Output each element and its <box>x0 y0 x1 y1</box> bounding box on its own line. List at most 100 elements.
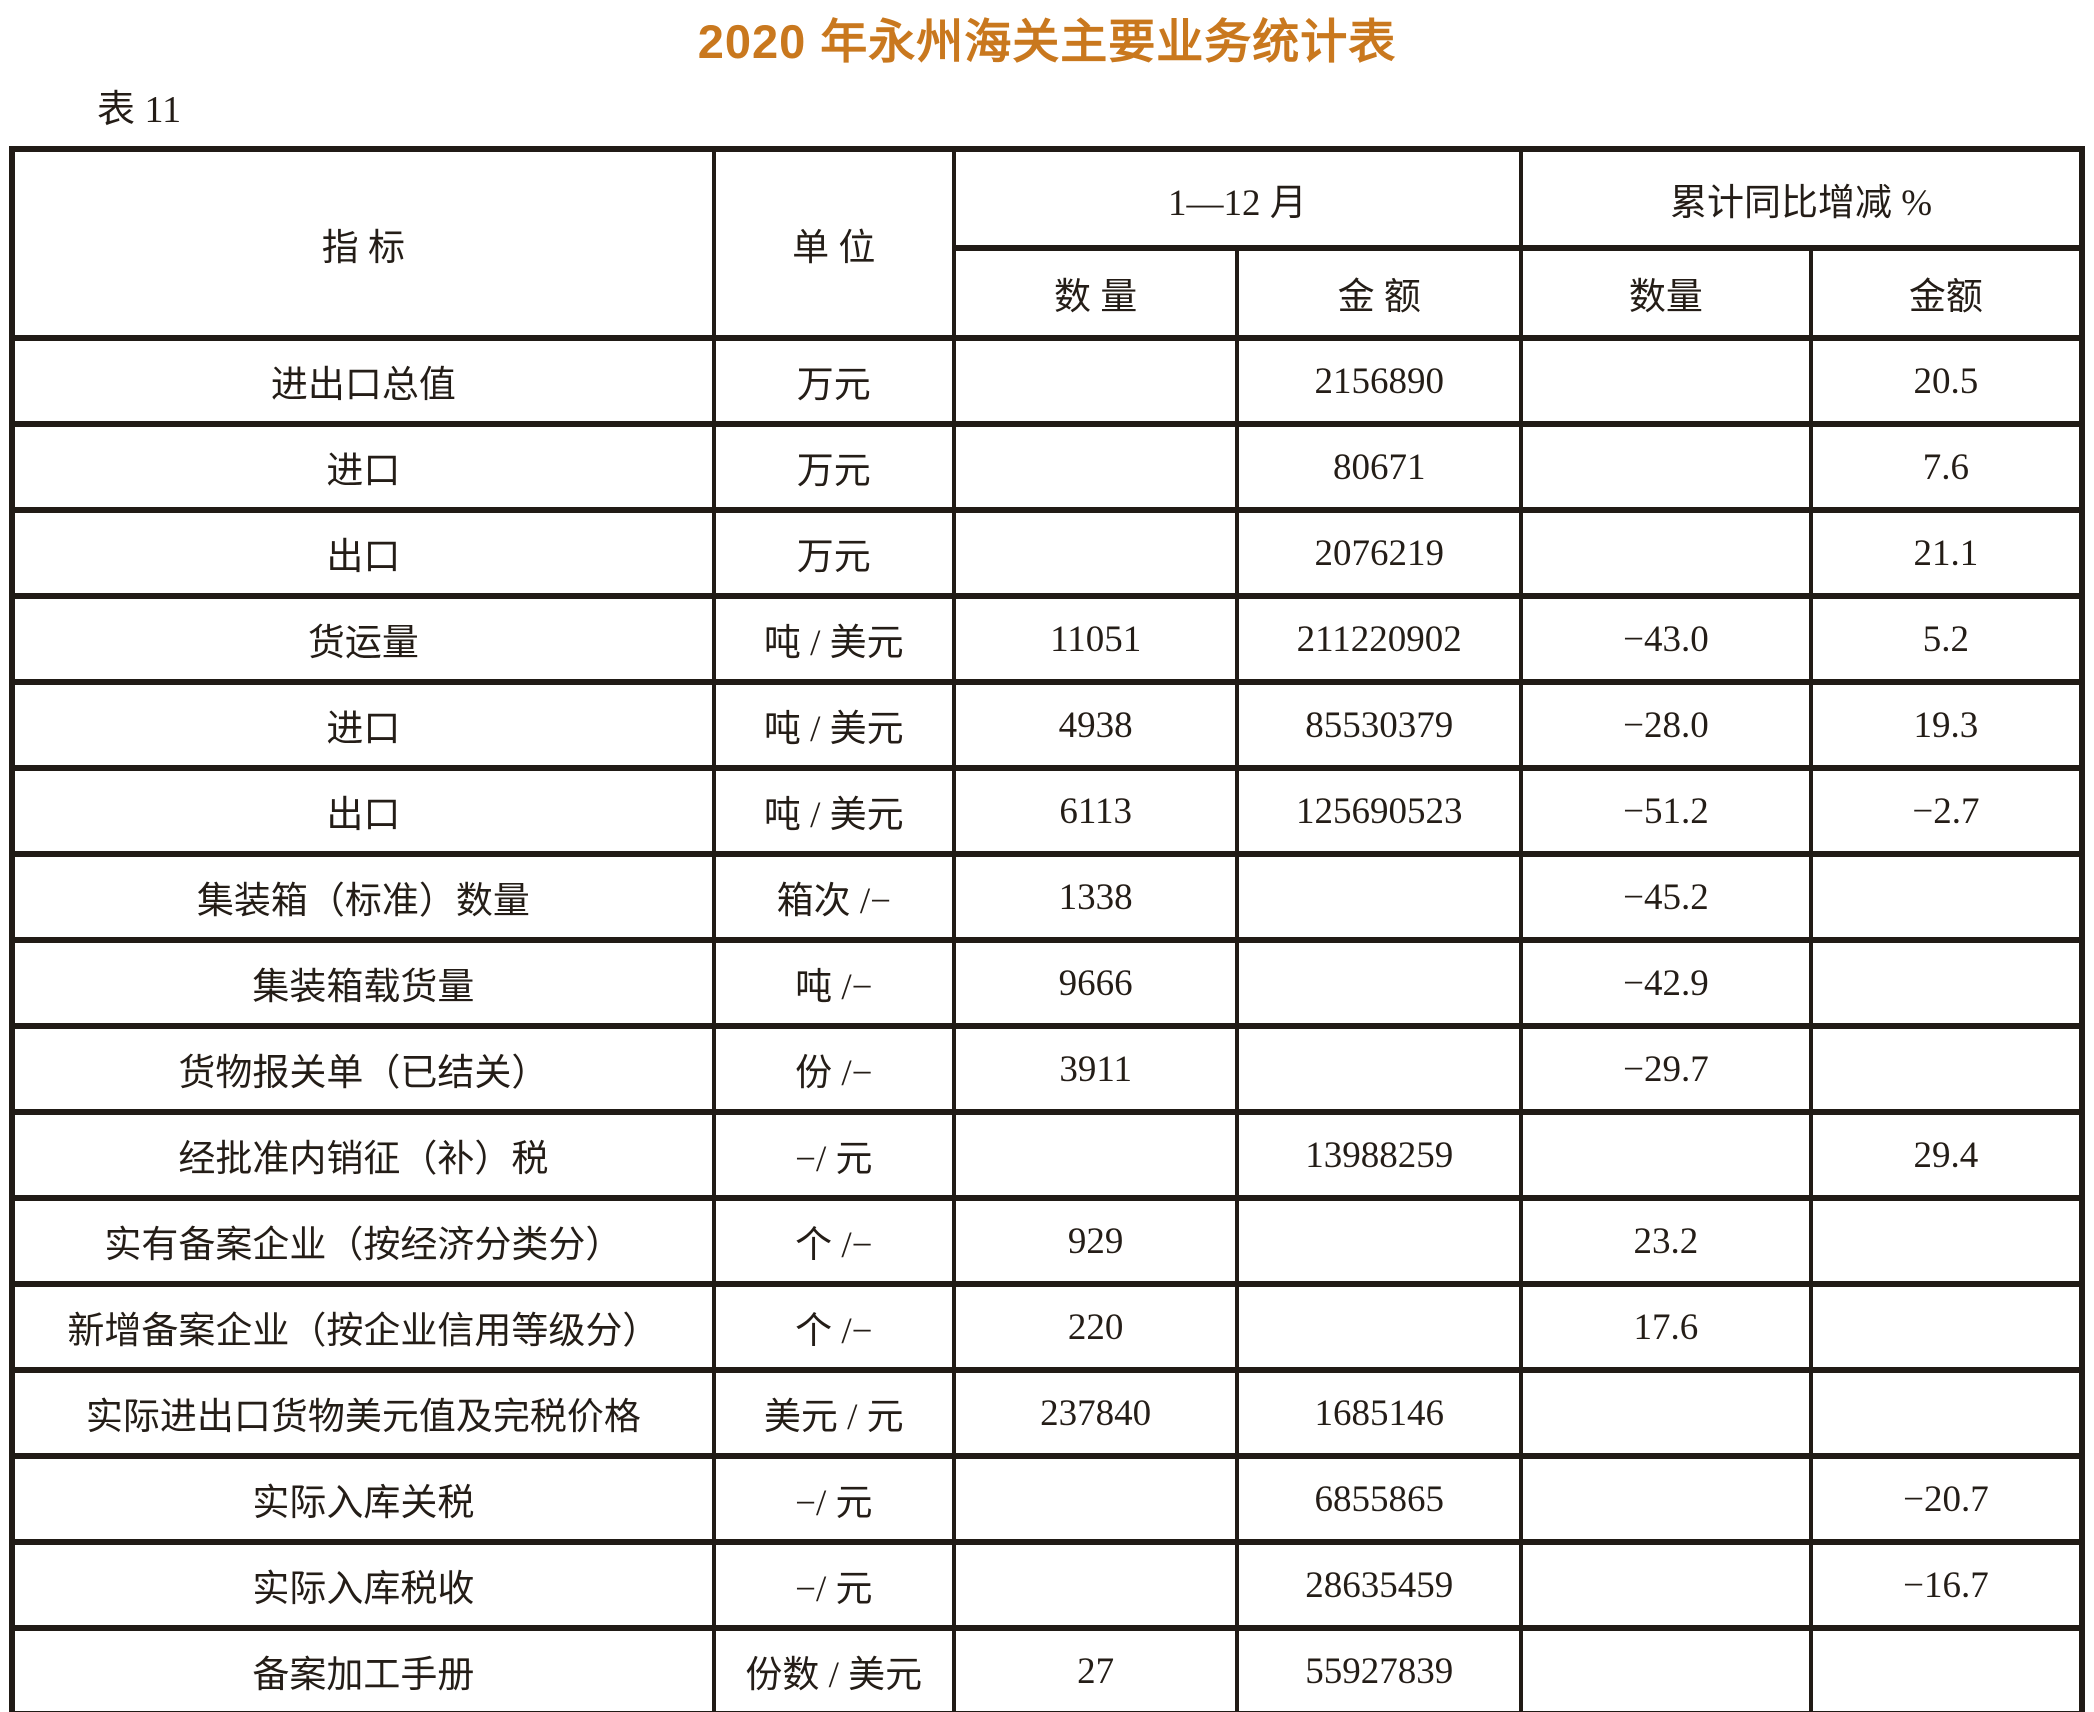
cell-unit: 美元 / 元 <box>711 1367 956 1459</box>
cell-quantity: 237840 <box>951 1367 1240 1459</box>
col-header-amount-period: 金 额 <box>1235 245 1523 341</box>
col-header-quantity-yoy: 数量 <box>1519 245 1813 341</box>
cell-yoy-quantity <box>1519 1625 1813 1712</box>
cell-quantity: 6113 <box>951 765 1240 857</box>
table-row: 货运量 吨 / 美元 11051 211220902 −43.0 5.2 <box>10 593 2085 685</box>
cell-yoy-amount <box>1808 937 2085 1029</box>
cell-amount: 125690523 <box>1235 765 1523 857</box>
cell-unit: 份 /− <box>711 1023 956 1115</box>
cell-yoy-quantity: 23.2 <box>1519 1195 1813 1287</box>
cell-indicator: 备案加工手册 <box>10 1625 716 1712</box>
cell-amount: 6855865 <box>1235 1453 1523 1545</box>
cell-unit: −/ 元 <box>711 1453 956 1545</box>
cell-amount: 55927839 <box>1235 1625 1523 1712</box>
table-row: 出口 吨 / 美元 6113 125690523 −51.2 −2.7 <box>10 765 2085 857</box>
cell-amount <box>1235 937 1523 1029</box>
cell-yoy-quantity <box>1519 507 1813 599</box>
cell-amount: 28635459 <box>1235 1539 1523 1631</box>
table-row: 集装箱载货量 吨 /− 9666 −42.9 <box>10 937 2085 1029</box>
cell-unit: 箱次 /− <box>711 851 956 943</box>
cell-quantity <box>951 507 1240 599</box>
cell-unit: −/ 元 <box>711 1109 956 1201</box>
cell-yoy-amount: −16.7 <box>1808 1539 2085 1631</box>
col-header-unit: 单 位 <box>711 146 956 341</box>
cell-quantity <box>951 1453 1240 1545</box>
cell-unit: 个 /− <box>711 1281 956 1373</box>
cell-unit: 吨 / 美元 <box>711 593 956 685</box>
cell-quantity <box>951 1539 1240 1631</box>
cell-indicator: 出口 <box>10 507 716 599</box>
cell-yoy-amount: 20.5 <box>1808 335 2085 427</box>
cell-quantity <box>951 1109 1240 1201</box>
cell-yoy-amount: −2.7 <box>1808 765 2085 857</box>
cell-amount <box>1235 851 1523 943</box>
cell-yoy-quantity: −29.7 <box>1519 1023 1813 1115</box>
cell-quantity: 929 <box>951 1195 1240 1287</box>
page-title: 2020 年永州海关主要业务统计表 <box>697 15 1397 68</box>
cell-yoy-amount: 29.4 <box>1808 1109 2085 1201</box>
cell-amount: 2076219 <box>1235 507 1523 599</box>
cell-yoy-quantity <box>1519 1109 1813 1201</box>
cell-unit: 万元 <box>711 507 956 599</box>
cell-yoy-amount: 19.3 <box>1808 679 2085 771</box>
cell-indicator: 出口 <box>10 765 716 857</box>
table-row: 新增备案企业（按企业信用等级分） 个 /− 220 17.6 <box>10 1281 2085 1373</box>
cell-unit: 吨 / 美元 <box>711 765 956 857</box>
table-label: 表 11 <box>97 89 182 131</box>
cell-yoy-quantity <box>1519 421 1813 513</box>
cell-amount <box>1235 1281 1523 1373</box>
cell-yoy-quantity: −28.0 <box>1519 679 1813 771</box>
cell-indicator: 实际进出口货物美元值及完税价格 <box>10 1367 716 1459</box>
cell-yoy-amount: 21.1 <box>1808 507 2085 599</box>
cell-yoy-quantity <box>1519 1367 1813 1459</box>
cell-yoy-quantity: −51.2 <box>1519 765 1813 857</box>
col-header-amount-yoy: 金额 <box>1808 245 2085 341</box>
cell-quantity <box>951 421 1240 513</box>
cell-quantity: 4938 <box>951 679 1240 771</box>
cell-indicator: 经批准内销征（补）税 <box>10 1109 716 1201</box>
cell-yoy-quantity <box>1519 335 1813 427</box>
table-row: 经批准内销征（补）税 −/ 元 13988259 29.4 <box>10 1109 2085 1201</box>
col-header-period-group: 1—12 月 <box>951 146 1524 251</box>
cell-unit: 吨 / 美元 <box>711 679 956 771</box>
cell-indicator: 进口 <box>10 679 716 771</box>
cell-unit: 个 /− <box>711 1195 956 1287</box>
cell-unit: −/ 元 <box>711 1539 956 1631</box>
table-row: 实有备案企业（按经济分类分） 个 /− 929 23.2 <box>10 1195 2085 1287</box>
cell-amount: 2156890 <box>1235 335 1523 427</box>
cell-quantity: 9666 <box>951 937 1240 1029</box>
col-header-indicator: 指 标 <box>10 146 716 341</box>
cell-amount: 1685146 <box>1235 1367 1523 1459</box>
header-row-groups: 指 标 单 位 1—12 月 累计同比增减 % <box>10 146 2084 341</box>
cell-indicator: 新增备案企业（按企业信用等级分） <box>10 1281 716 1373</box>
cell-amount: 80671 <box>1235 421 1523 513</box>
cell-unit: 吨 /− <box>711 937 956 1029</box>
cell-indicator: 实际入库税收 <box>10 1539 716 1631</box>
cell-yoy-amount: 5.2 <box>1808 593 2085 685</box>
table-row: 进口 吨 / 美元 4938 85530379 −28.0 19.3 <box>10 679 2085 771</box>
cell-quantity: 220 <box>951 1281 1240 1373</box>
cell-indicator: 进口 <box>10 421 716 513</box>
cell-amount <box>1235 1023 1523 1115</box>
cell-yoy-amount <box>1808 1281 2085 1373</box>
cell-indicator: 集装箱（标准）数量 <box>10 851 716 943</box>
cell-indicator: 进出口总值 <box>10 335 716 427</box>
cell-yoy-amount <box>1808 1195 2085 1287</box>
cell-unit: 万元 <box>711 335 956 427</box>
cell-yoy-amount <box>1808 1367 2085 1459</box>
cell-quantity: 27 <box>951 1625 1240 1712</box>
cell-yoy-quantity: 17.6 <box>1519 1281 1813 1373</box>
cell-unit: 万元 <box>711 421 956 513</box>
table-row: 实际进出口货物美元值及完税价格 美元 / 元 237840 1685146 <box>10 1367 2085 1459</box>
cell-yoy-quantity <box>1519 1453 1813 1545</box>
cell-yoy-quantity: −45.2 <box>1519 851 1813 943</box>
header-row-subcolumns: 数 量 金 额 数量 金额 <box>12 245 2085 341</box>
table-row: 实际入库税收 −/ 元 28635459 −16.7 <box>10 1539 2085 1631</box>
table-row: 进口 万元 80671 7.6 <box>10 421 2085 513</box>
cell-indicator: 实有备案企业（按经济分类分） <box>10 1195 716 1287</box>
col-header-quantity-period: 数 量 <box>951 245 1240 341</box>
table-row: 进出口总值 万元 2156890 20.5 <box>10 335 2085 427</box>
cell-amount: 211220902 <box>1235 593 1523 685</box>
table-body: 进出口总值 万元 2156890 20.5 进口 万元 80671 7.6 出口… <box>10 335 2085 1712</box>
